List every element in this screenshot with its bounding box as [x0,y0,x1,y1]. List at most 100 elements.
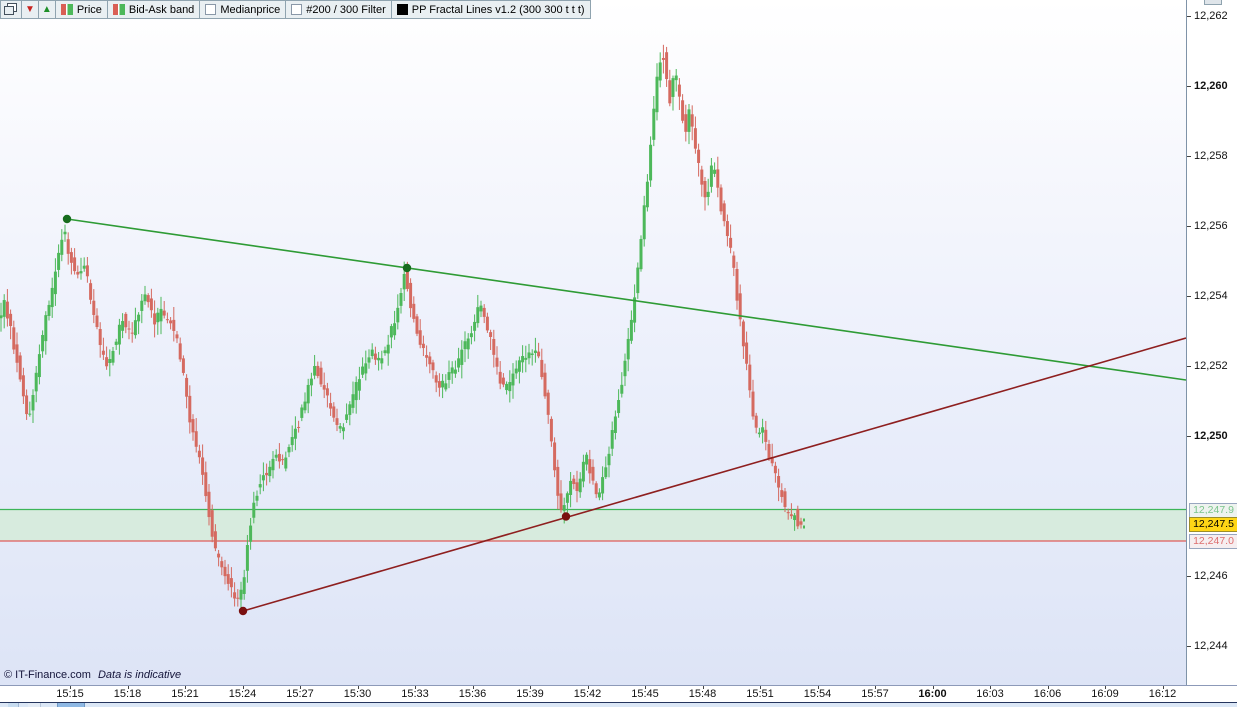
price-tick-mark [1187,646,1191,647]
time-tick-mark [242,686,244,689]
time-tick-mark [875,686,876,689]
price-tick-label: 12,250 [1194,430,1228,442]
time-tick-label: 15:24 [228,688,257,700]
price-tick-label: 12,260 [1194,80,1228,92]
candle-pair-icon [60,4,73,15]
price-tick-mark [1187,436,1191,437]
time-tick-mark [1047,686,1049,689]
time-tick-mark [357,686,359,689]
legend-medianprice[interactable]: Medianprice [199,0,287,19]
legend-bid-ask-band[interactable]: Bid-Ask band [106,0,201,19]
time-tick-label: 15:36 [458,688,487,700]
time-tick-label: 15:45 [631,688,659,700]
price-tick-label: 12,254 [1194,290,1228,302]
scrollbar-left-button[interactable] [8,703,19,707]
time-tick-label: 15:30 [343,688,372,700]
price-chart-area[interactable]: © IT-Finance.com Data is indicative [0,0,1186,685]
price-tick-mark [1187,296,1191,297]
ascending-support-pivot-dot-1 [561,512,571,521]
time-tick-mark [530,686,531,689]
legend-bid-ask-band-label: Bid-Ask band [128,3,195,16]
price-tick-label: 12,262 [1194,10,1228,22]
time-tick-mark [990,686,991,689]
time-tick-label: 16:12 [1148,688,1177,700]
price-level-label-band-bottom: 12,247.0 [1189,534,1237,549]
descending-resistance-pivot-dot-1 [402,263,412,273]
price-axis[interactable]: 12,262 12,260 12,258 12,256 12,254 12,252 12,2… [1186,0,1237,685]
time-tick-mark [415,686,416,689]
price-tick-mark [1187,576,1191,577]
time-tick-mark [1162,686,1164,689]
red-down-arrow-icon: ▼ [25,3,35,15]
indicator-toolbar: ▼ ▲ Price Bid-Ask band Medianprice #200 … [0,0,591,19]
price-level-label-last-price: 12,247.5 [1189,516,1237,532]
time-tick-label: 15:57 [861,688,889,700]
legend-filter[interactable]: #200 / 300 Filter [285,0,392,19]
time-tick-label: 16:09 [1091,688,1119,700]
time-tick-label: 15:27 [286,688,314,700]
price-tick-label: 12,244 [1194,640,1228,652]
copyright-line: © IT-Finance.com Data is indicative [4,669,181,681]
last-tick-mark [803,525,805,529]
time-tick-mark [587,686,589,689]
time-axis[interactable]: 15:15 15:18 15:21 15:24 15:27 15:30 15:33 15:36… [0,685,1237,702]
price-tick-mark [1187,156,1191,157]
time-tick-mark [127,686,129,689]
time-tick-label: 16:00 [918,688,947,700]
candlesticks [0,44,803,612]
time-tick-label: 15:33 [401,688,429,700]
time-tick-mark [1105,686,1106,689]
time-tick-mark [472,686,474,689]
time-tick-mark [932,686,934,689]
time-tick-mark [702,686,704,689]
legend-pp-fractal-lines-label: PP Fractal Lines v1.2 (300 300 t t t) [411,3,585,16]
scrollbar-left-button-2[interactable] [28,703,41,707]
price-tick-label: 12,246 [1194,570,1228,582]
price-tick-label: 12,256 [1194,220,1228,232]
time-tick-label: 15:48 [688,688,717,700]
scrollbar-thumb[interactable] [57,703,85,707]
descending-resistance-pivot-dot-0 [62,214,72,224]
time-tick-label: 15:42 [573,688,602,700]
price-level-label-band-top: 12,247.9 [1189,502,1237,518]
legend-filter-label: #200 / 300 Filter [306,3,386,16]
black-square-icon [396,4,408,15]
time-tick-label: 15:18 [113,688,142,700]
price-tick-mark [1187,366,1191,367]
cascade-windows-icon [4,3,17,15]
legend-medianprice-label: Medianprice [220,3,281,16]
disclaimer-text: Data is indicative [97,669,182,681]
price-tick-mark [1187,86,1191,87]
price-tick-label: 12,258 [1194,150,1228,162]
last-tick-mark [803,518,805,522]
legend-price[interactable]: Price [54,0,108,19]
time-tick-label: 15:39 [516,688,544,700]
bid-ask-band-fill [0,509,1186,541]
descending-resistance-line [66,218,1186,381]
legend-pp-fractal-lines[interactable]: PP Fractal Lines v1.2 (300 300 t t t) [390,0,591,19]
horizontal-scrollbar[interactable] [0,702,1237,707]
checkbox-empty-icon[interactable] [205,4,217,15]
time-tick-label: 15:21 [171,688,199,700]
sell-shortcut-button[interactable]: ▼ [21,0,39,19]
green-up-arrow-icon: ▲ [41,3,52,15]
time-tick-mark [300,686,301,689]
price-chart-canvas[interactable] [0,0,1186,685]
window-menu-button[interactable] [0,0,22,19]
legend-price-label: Price [76,3,102,16]
price-tick-mark [1187,16,1191,17]
ascending-support-line [242,337,1186,612]
time-tick-mark [760,686,761,689]
time-tick-label: 16:06 [1033,688,1062,700]
time-tick-mark [817,686,819,689]
ascending-support-pivot-dot-0 [238,606,248,616]
axis-corner-button[interactable] [1204,0,1222,5]
price-tick-label: 12,252 [1194,360,1228,372]
checkbox-empty-icon[interactable] [291,4,303,15]
time-tick-label: 15:51 [746,688,774,700]
price-tick-mark [1187,226,1191,227]
buy-shortcut-button[interactable]: ▲ [37,0,56,19]
time-tick-label: 15:15 [56,688,84,700]
time-tick-mark [185,686,186,689]
